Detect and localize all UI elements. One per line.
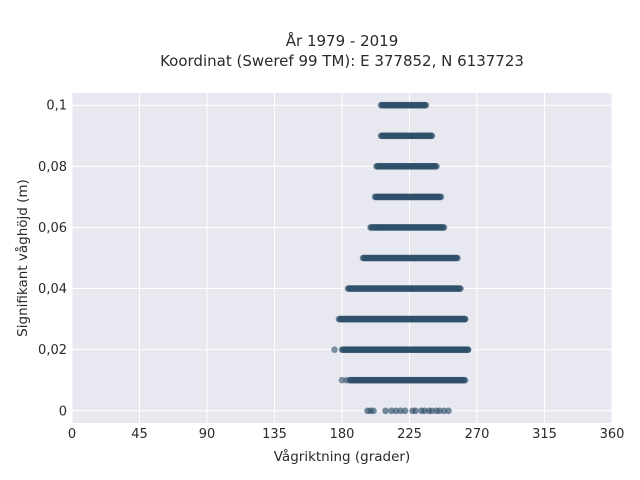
x-tick-label: 270 bbox=[465, 427, 490, 442]
data-point bbox=[370, 407, 377, 415]
data-points bbox=[331, 101, 472, 415]
data-point bbox=[464, 346, 472, 353]
y-tick-label: 0,1 bbox=[46, 99, 67, 114]
x-tick-label: 225 bbox=[397, 427, 422, 442]
x-tick-label: 90 bbox=[199, 427, 216, 442]
data-point bbox=[461, 376, 469, 384]
x-tick-label: 135 bbox=[262, 427, 287, 442]
y-tick-label: 0,06 bbox=[38, 221, 67, 236]
x-axis-label: Vågriktning (grader) bbox=[274, 448, 411, 465]
data-point bbox=[437, 193, 445, 201]
y-axis-ticks: 0 0,02 0,04 0,06 0,08 0,1 bbox=[38, 99, 67, 420]
x-tick-label: 0 bbox=[68, 427, 76, 442]
data-point bbox=[433, 163, 440, 170]
data-point bbox=[401, 407, 409, 415]
x-tick-label: 45 bbox=[131, 427, 148, 442]
x-tick-label: 360 bbox=[600, 427, 625, 442]
data-point bbox=[412, 407, 419, 415]
y-axis-label: Signifikant våghöjd (m) bbox=[14, 179, 31, 337]
y-tick-label: 0,02 bbox=[38, 343, 67, 358]
chart-title-line2: Koordinat (Sweref 99 TM): E 377852, N 61… bbox=[160, 52, 524, 70]
data-point bbox=[343, 376, 350, 384]
data-point bbox=[428, 132, 436, 140]
chart-title-line1: År 1979 - 2019 bbox=[286, 31, 399, 50]
data-point bbox=[445, 407, 452, 415]
y-tick-label: 0,08 bbox=[38, 160, 67, 175]
x-axis-ticks: 0 45 90 135 180 225 270 315 360 bbox=[68, 427, 625, 442]
data-point bbox=[422, 101, 430, 109]
data-point bbox=[454, 254, 461, 262]
data-point bbox=[440, 224, 448, 231]
data-point bbox=[331, 346, 338, 353]
x-tick-label: 180 bbox=[330, 427, 355, 442]
data-point bbox=[461, 315, 469, 323]
y-tick-label: 0,04 bbox=[38, 282, 67, 297]
data-point bbox=[457, 285, 464, 292]
data-point bbox=[382, 407, 389, 415]
x-tick-label: 315 bbox=[532, 427, 557, 442]
y-tick-label: 0 bbox=[59, 404, 67, 419]
